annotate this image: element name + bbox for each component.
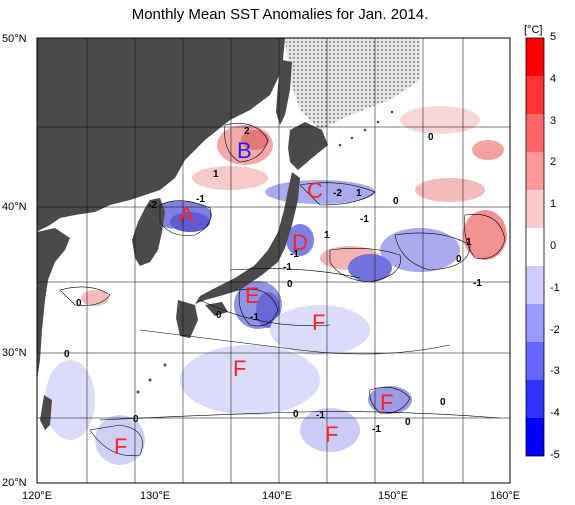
contour-label: -1 [473,278,482,289]
contour-label: 2 [244,126,250,137]
colorbar-swatch [526,114,544,152]
contour-label: 0 [456,254,462,265]
contour-label: 0 [428,132,434,143]
map-title: Monthly Mean SST Anomalies for Jan. 2014… [131,6,429,23]
contour-label: 0 [287,279,293,290]
sea-ice-area [285,38,420,130]
region-marker-f2: F [233,356,246,381]
lon-label-140e: 140°E [262,490,293,502]
graticule [37,38,510,483]
colorbar-tick-label: 3 [550,114,557,127]
contour-label: 0 [133,414,139,425]
lat-label-40n: 40°N [2,201,27,213]
colorbar-swatch [526,380,544,418]
lat-label-30n: 30°N [2,347,27,359]
colorbar-tick-label: -1 [550,281,560,294]
colorbar-swatch [526,418,544,456]
contour-lines [59,123,506,457]
lon-label-160e: 160°E [490,490,521,502]
contour-label: 0 [76,298,82,309]
contour-label: 1 [213,169,219,180]
region-marker-f4: F [325,422,338,447]
colorbar [525,37,545,457]
colorbar-swatch [526,152,544,190]
region-marker-f3: F [380,390,393,415]
region-markers: A B C D E F F F F F [114,138,393,459]
region-marker-b: B [237,138,252,163]
contour-label: 0 [393,196,399,207]
colorbar-tick-label: 4 [550,72,557,85]
anomaly-patches [45,106,507,465]
colorbar-swatch [526,190,544,228]
colorbar-tick-label: -3 [550,365,560,378]
contour-label: 1 [356,188,362,199]
unit-label: [°C] [524,24,543,36]
contour-label: -1 [316,410,325,421]
colorbar-tick-label: 5 [550,31,557,43]
lon-label-150e: 150°E [378,490,409,502]
contour-label: -1 [283,262,292,273]
lon-label-130e: 130°E [140,490,171,502]
contour-labels: 2 1 -2 -1 -2 1 -1 0 1 0 -1 -1 -1 -1 0 0 … [64,126,482,435]
contour-label: -1 [196,194,205,205]
colorbar-swatch [526,266,544,304]
region-marker-f5: F [114,434,127,459]
contour-label: -1 [372,424,381,435]
colorbar-swatch [526,342,544,380]
colorbar-tick-label: -2 [550,323,560,336]
contour-label: -1 [360,214,369,225]
contour-label: 0 [216,310,222,321]
contour-label: -1 [250,312,259,323]
contour-label: -2 [148,200,157,211]
lat-label-50n: 50°N [2,33,27,45]
colorbar-swatch [526,304,544,342]
region-marker-f1: F [312,310,325,335]
contour-label: 0 [440,397,446,408]
colorbar-swatch [526,228,544,266]
colorbar-tick-label: 2 [550,156,557,169]
contour-label: 0 [64,349,70,360]
colorbar-swatch [526,76,544,114]
map-border [36,37,511,484]
region-marker-d: D [292,230,308,255]
land-masses [37,38,394,430]
lon-label-120e: 120°E [22,490,53,502]
colorbar-tick-label: 1 [550,198,557,211]
colorbar-tick-label: -4 [550,407,560,420]
region-marker-e: E [245,283,260,308]
colorbar-swatch [526,38,544,76]
colorbar-tick-label: 0 [550,240,557,252]
colorbar-tick-label: -5 [550,449,560,461]
contour-label: 1 [324,230,330,241]
contour-label: 0 [293,409,299,420]
contour-label: -2 [333,188,342,199]
region-marker-a: A [179,202,194,227]
contour-label: 0 [405,417,411,428]
colorbar-border [525,37,545,457]
contour-label: -1 [290,249,299,260]
contour-label: 1 [466,237,472,248]
region-marker-c: C [307,178,323,203]
lat-label-20n: 20°N [2,477,27,489]
